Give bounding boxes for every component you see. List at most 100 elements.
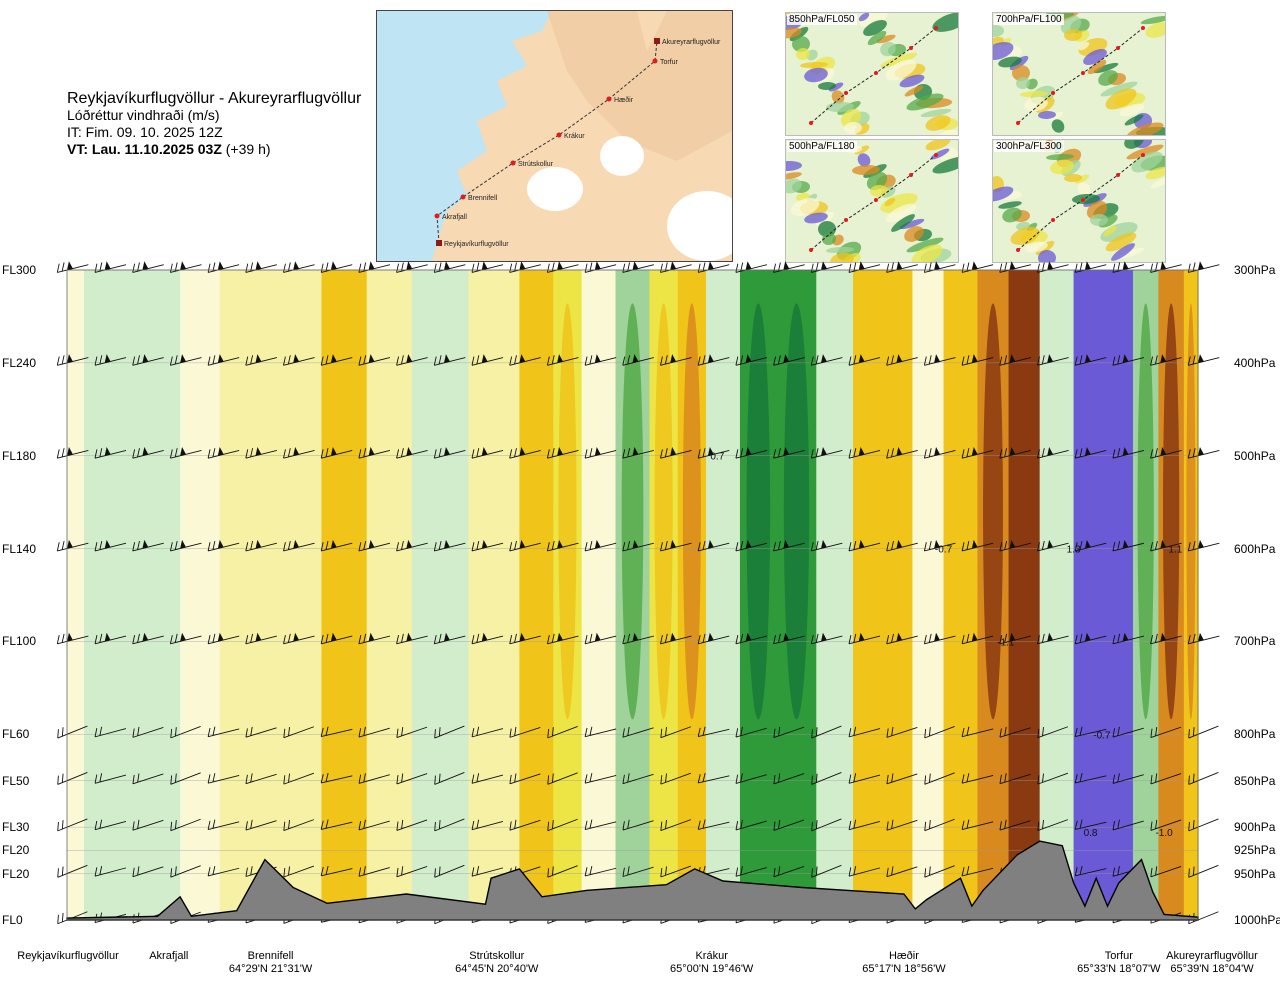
wind-barb: [735, 261, 768, 273]
wind-barb: [924, 865, 955, 878]
w-core-27: [1079, 303, 1100, 720]
wind-barb: [546, 632, 579, 645]
station-marker: [510, 160, 516, 166]
wind-barb: [886, 354, 918, 366]
thumbnail-700hpa[interactable]: 700hPa/FL100: [992, 12, 1166, 136]
wind-barb: [320, 354, 353, 366]
wind-barbs-950hPa: [57, 864, 1219, 878]
wind-barb: [471, 773, 504, 784]
glacier: [600, 136, 644, 176]
wind-barb: [961, 726, 994, 738]
wind-barb: [547, 725, 578, 739]
station-label: Akrafjall: [99, 950, 239, 963]
station-marker: [606, 96, 612, 102]
wind-barb: [1112, 539, 1145, 552]
station-coord: 64°45'N 20°40'W: [455, 963, 539, 975]
wind-barb: [433, 354, 466, 366]
wind-barb: [358, 539, 391, 552]
wind-barbs-900hPa: [57, 818, 1219, 832]
station-label: Torfur 65°33'N 18°07'W: [1049, 950, 1189, 976]
w-core-20: [858, 303, 879, 720]
hpa-tick-label: 600hPa: [1234, 541, 1276, 556]
hpa-tick-label: 700hPa: [1234, 634, 1276, 649]
wind-barb: [396, 539, 428, 552]
station-label: Strútskollur 64°45'N 20°40'W: [427, 950, 567, 976]
thumbnail-300hpa[interactable]: 300hPa/FL300: [992, 139, 1166, 263]
wind-barb: [358, 726, 390, 738]
wind-barb: [961, 354, 994, 366]
fl-tick-label: FL20: [2, 866, 30, 881]
wind-barb: [509, 773, 541, 785]
station-coord: 64°29'N 21°31'W: [228, 963, 313, 975]
wind-barb: [509, 632, 541, 645]
wind-barb: [396, 819, 428, 831]
wind-barb: [810, 446, 843, 459]
w-core-10: [525, 303, 548, 720]
wind-barb: [1112, 261, 1145, 273]
wind-barb: [1074, 726, 1107, 737]
wind-barb: [961, 819, 994, 830]
wind-barb: [1150, 726, 1182, 738]
fl-tick-label: FL60: [2, 727, 30, 742]
hpa-tick-label: 800hPa: [1234, 727, 1276, 742]
thumbnail-500hpa[interactable]: 500hPa/FL180: [785, 139, 959, 263]
wind-barb: [961, 632, 994, 645]
wind-barb: [735, 819, 767, 831]
wind-barb: [848, 632, 881, 645]
wind-barb: [433, 539, 466, 552]
map-station-label: Brennifell: [468, 195, 498, 202]
wind-barb: [56, 446, 89, 459]
fl-tick-label: FL30: [2, 820, 30, 835]
thumbnail-label: 500hPa/FL180: [787, 141, 857, 152]
wind-barb: [56, 354, 89, 366]
wind-barb: [94, 539, 127, 552]
wind-barb: [546, 446, 579, 459]
wind-barb: [547, 818, 578, 832]
wind-barb: [622, 866, 654, 877]
station-label: Brennifell 64°29'N 21°31'W: [201, 950, 341, 976]
wind-barb: [584, 865, 617, 877]
wind-barb: [697, 539, 730, 552]
wind-barb: [207, 539, 240, 552]
wind-barb: [283, 726, 315, 739]
wind-barb: [660, 772, 692, 785]
wind-barb: [999, 354, 1031, 366]
wind-barb: [999, 261, 1031, 273]
station-name: Akureyrarflugvöllur: [1166, 950, 1258, 962]
wind-barb: [735, 866, 767, 877]
wind-barb: [584, 446, 617, 459]
wind-barb: [1187, 539, 1220, 552]
wind-barb: [132, 539, 164, 552]
w-core-14: [654, 303, 673, 720]
airport-marker: [436, 240, 442, 246]
w-core-29: [1137, 303, 1154, 720]
wind-barb: [1074, 446, 1107, 459]
wind-barb: [509, 819, 541, 831]
wind-barbs-850hPa: [57, 772, 1219, 785]
wind-barb: [622, 726, 654, 738]
wind-barb: [170, 818, 201, 832]
station-name: Brennifell: [247, 950, 294, 962]
wind-barb: [735, 773, 767, 784]
map-station-label: Hæðir: [614, 96, 634, 104]
wind-barb: [132, 819, 164, 831]
w-band-5: [264, 270, 323, 920]
wind-barb: [735, 354, 768, 366]
thumbnail-850hpa[interactable]: 850hPa/FL050: [785, 12, 959, 136]
wind-barb: [57, 864, 88, 878]
wind-barb: [245, 726, 277, 738]
wind-barb: [660, 632, 692, 645]
wind-barb: [1188, 818, 1219, 832]
station-coord: 65°17'N 18°56'W: [862, 963, 946, 975]
wind-barb: [169, 539, 202, 552]
route-map-svg: Reykjavíkurflugvöllur Akrafjall Brennifell…: [377, 11, 732, 261]
wind-barb: [57, 725, 88, 739]
wind-barb: [660, 354, 692, 366]
wind-barb: [320, 539, 353, 552]
station-coord: 65°33'N 18°07'W: [1077, 963, 1161, 975]
w-band-12: [581, 270, 617, 920]
station-name: Torfur: [1104, 950, 1133, 962]
value-label: -0.7: [1093, 730, 1111, 741]
w-core-15: [682, 303, 701, 720]
wind-barb: [1187, 632, 1220, 645]
